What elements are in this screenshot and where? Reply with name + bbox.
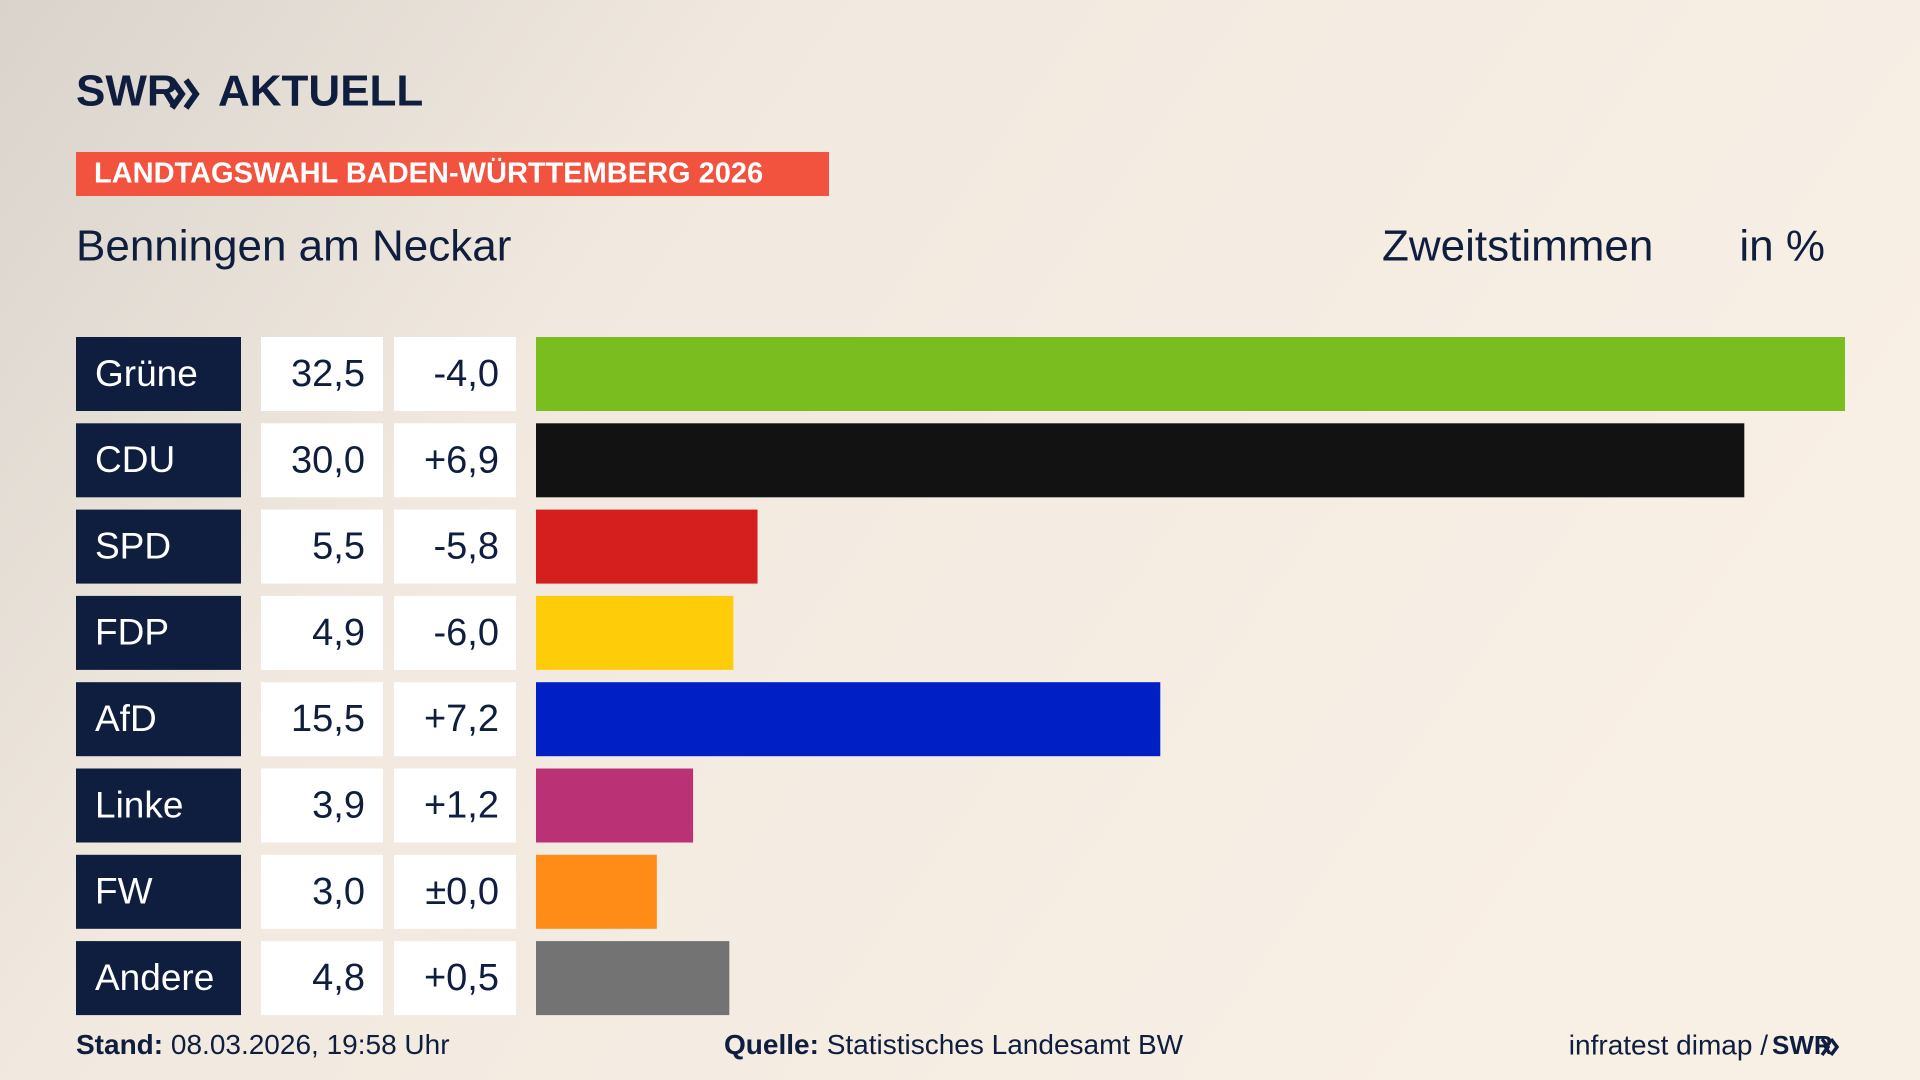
party-box: [76, 941, 241, 1016]
change-label: ±0,0: [425, 871, 499, 913]
value-cell: [261, 509, 383, 584]
value-cell: [261, 941, 383, 1016]
value-label: 3,0: [312, 871, 365, 913]
party-box: [76, 595, 241, 670]
party-name: Andere: [95, 957, 214, 998]
logo-arrows: [169, 78, 200, 110]
change-cell: [394, 682, 516, 757]
change-label: -5,8: [434, 526, 499, 568]
logo-section: AKTUELL: [218, 67, 423, 116]
footer-text: Quelle: Statistisches Landesamt BW: [724, 1029, 1184, 1060]
change-cell: [394, 854, 516, 929]
measure: Zweitstimmen: [1382, 222, 1653, 271]
value-cell: [261, 337, 383, 411]
value-cell: [261, 682, 383, 757]
party-box: [76, 509, 241, 584]
party-box: [76, 854, 241, 929]
party-box: [76, 337, 241, 411]
party-box: [76, 682, 241, 757]
change-label: +0,5: [424, 957, 499, 999]
stand: 08.03.2026, 19:58 Uhr: [171, 1029, 450, 1060]
credit-arrows: [1820, 1037, 1840, 1057]
value-cell: [261, 423, 383, 498]
logo-brand: SWR: [76, 67, 179, 116]
bar: [536, 682, 1161, 757]
source-label: Quelle:: [724, 1029, 819, 1060]
party-name: CDU: [95, 439, 175, 480]
change-label: +7,2: [424, 698, 499, 740]
bar: [536, 595, 734, 670]
change-cell: [394, 768, 516, 843]
party-name: AfD: [95, 698, 157, 739]
change-cell: [394, 423, 516, 498]
source: Statistisches Landesamt BW: [827, 1029, 1184, 1060]
bar: [536, 423, 1745, 498]
change-cell: [394, 595, 516, 670]
bar: [536, 854, 657, 929]
title: Benningen am Neckar: [76, 222, 511, 271]
unit: in %: [1739, 222, 1825, 271]
party-name: SPD: [95, 525, 171, 566]
change-label: +6,9: [424, 439, 499, 481]
change-label: -6,0: [434, 612, 499, 654]
bar: [536, 509, 758, 584]
value-label: 4,8: [312, 957, 365, 999]
value-label: 32,5: [291, 353, 365, 395]
bar: [536, 768, 694, 843]
banner-bg: [76, 152, 829, 196]
footer-text: Stand: 08.03.2026, 19:58 Uhr: [76, 1029, 450, 1060]
change-label: -4,0: [434, 353, 499, 395]
party-name: Grüne: [95, 353, 198, 394]
stand-label: Stand:: [76, 1029, 163, 1060]
party-name: FW: [95, 871, 153, 912]
change-cell: [394, 509, 516, 584]
value-label: 5,5: [312, 526, 365, 568]
banner: LANDTAGSWAHL BADEN-WÜRTTEMBERG 2026: [94, 157, 763, 190]
credit: infratest dimap /: [1569, 1029, 1768, 1060]
party-name: FDP: [95, 612, 169, 653]
value-cell: [261, 854, 383, 929]
value-label: 4,9: [312, 612, 365, 654]
value-label: 15,5: [291, 698, 365, 740]
party-box: [76, 768, 241, 843]
party-box: [76, 423, 241, 498]
change-label: +1,2: [424, 785, 499, 827]
value-label: 3,9: [312, 785, 365, 827]
change-cell: [394, 941, 516, 1016]
bar: [536, 941, 730, 1016]
change-cell: [394, 337, 516, 411]
value-cell: [261, 595, 383, 670]
value-label: 30,0: [291, 439, 365, 481]
value-cell: [261, 768, 383, 843]
party-name: Linke: [95, 784, 183, 825]
bar: [536, 337, 1845, 411]
